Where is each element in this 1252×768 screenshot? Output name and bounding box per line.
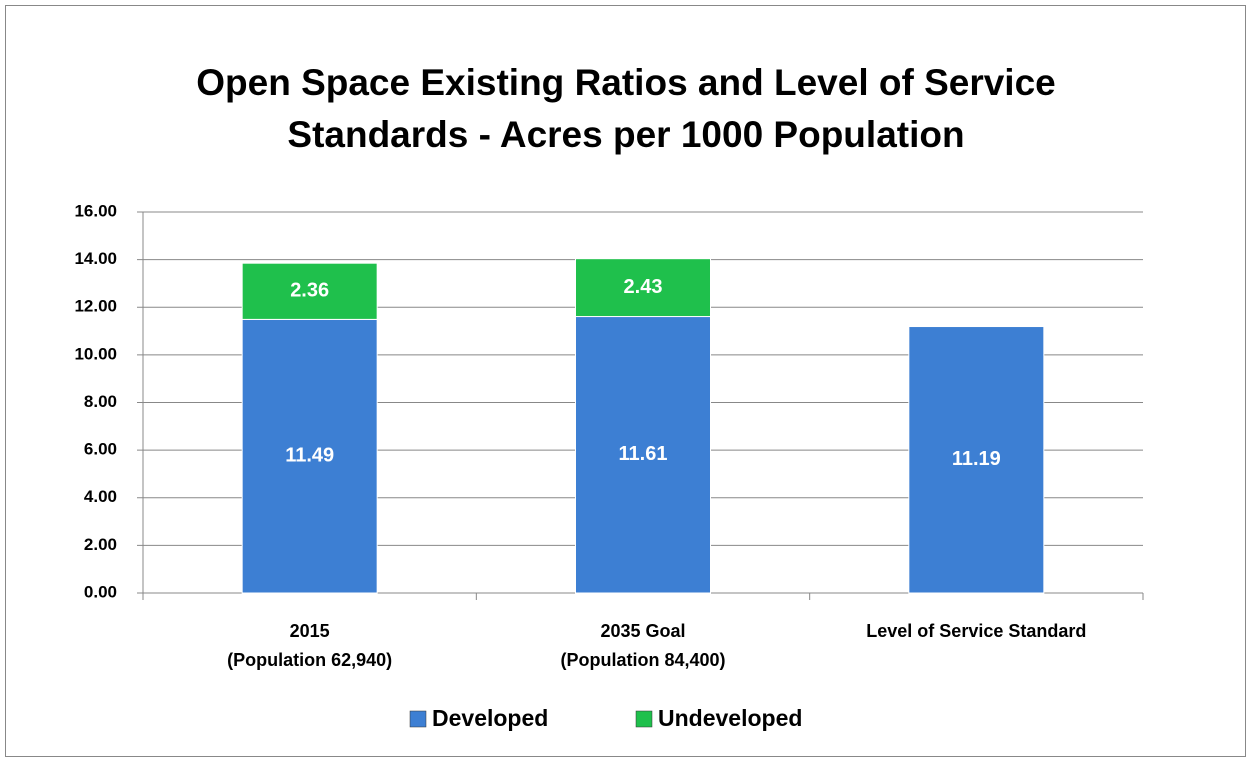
y-tick-label: 10.00 (74, 344, 117, 363)
bar-segment (241, 318, 378, 594)
data-label: 11.61 (619, 443, 668, 465)
x-tick-label: (Population 62,940) (227, 650, 392, 670)
bar-segment (908, 326, 1045, 594)
y-tick-label: 6.00 (84, 440, 117, 459)
data-label: 11.19 (952, 448, 1001, 470)
y-tick-label: 4.00 (84, 487, 117, 506)
y-tick-label: 14.00 (74, 249, 117, 268)
y-tick-label: 16.00 (74, 201, 117, 220)
data-label: 2.36 (290, 280, 329, 302)
chart-title: Standards - Acres per 1000 Population (287, 114, 964, 155)
x-tick-label: (Population 84,400) (560, 650, 725, 670)
legend-swatch (635, 710, 653, 728)
bar-segment (575, 258, 711, 318)
legend-swatch (409, 710, 427, 728)
y-tick-label: 12.00 (74, 297, 117, 316)
data-label: 2.43 (624, 276, 663, 298)
x-tick-label: Level of Service Standard (866, 621, 1086, 641)
legend-label: Undeveloped (658, 705, 802, 731)
chart-title: Open Space Existing Ratios and Level of … (196, 62, 1056, 103)
y-tick-label: 2.00 (84, 535, 117, 554)
bar-segment (575, 316, 711, 594)
legend-label: Developed (432, 705, 548, 731)
y-tick-label: 8.00 (84, 392, 117, 411)
y-tick-label: 0.00 (84, 582, 117, 601)
x-tick-label: 2035 Goal (600, 621, 685, 641)
data-label: 11.49 (285, 444, 334, 466)
bar-segment (241, 262, 378, 320)
x-tick-label: 2015 (290, 621, 330, 641)
